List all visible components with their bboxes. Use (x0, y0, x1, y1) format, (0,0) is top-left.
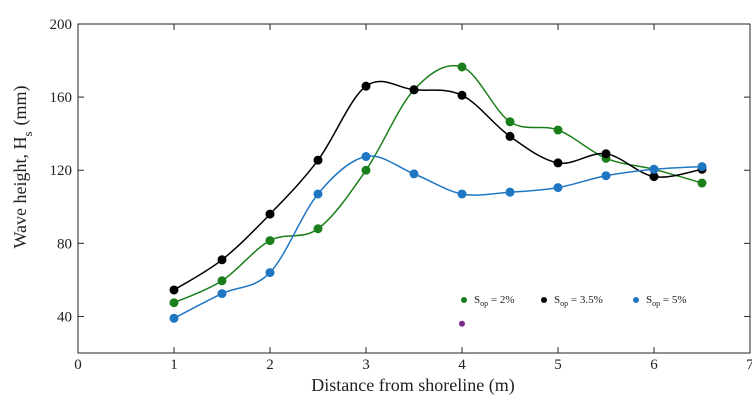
data-point (217, 289, 227, 299)
series-line (173, 155, 703, 319)
legend-marker (461, 297, 467, 303)
legend-entry: Sop = 2% (461, 294, 515, 308)
series-line (173, 64, 703, 304)
x-tick-label: 4 (458, 357, 466, 373)
data-point (457, 189, 467, 199)
data-point (265, 236, 275, 246)
data-point (505, 117, 515, 127)
data-point (313, 155, 323, 165)
legend-label: Sop = 5% (646, 294, 687, 308)
data-point (169, 313, 179, 323)
x-tick-label: 7 (746, 357, 752, 373)
y-axis-title-sub: s (20, 131, 35, 136)
data-point (601, 149, 611, 159)
data-point (553, 183, 563, 193)
plot-frame (77, 23, 751, 354)
legend-label: Sop = 2% (474, 294, 515, 308)
data-point (169, 298, 179, 308)
data-point (505, 131, 515, 141)
legend-entry: Sop = 5% (633, 294, 687, 308)
axes: 0 1 2 3 4 5 6 7 40 80 120 160 200 (50, 17, 752, 373)
data-point (649, 164, 659, 174)
y-tick-label: 40 (57, 309, 72, 325)
data-point (169, 285, 179, 295)
x-axis-title: Distance from shoreline (m) (311, 375, 514, 396)
data-point (409, 85, 419, 95)
y-axis-title-unit: (mm) (10, 85, 31, 125)
y-axis-title: Wave height, Hs (mm) (10, 85, 35, 248)
data-point (601, 171, 611, 181)
data-point (457, 90, 467, 100)
data-point (313, 189, 323, 199)
data-point (313, 224, 323, 234)
legend-marker (541, 297, 547, 303)
x-tick-label: 0 (74, 357, 82, 373)
x-tick-label: 2 (266, 357, 274, 373)
data-point (457, 62, 467, 72)
series-2 (169, 80, 707, 295)
series-group (169, 62, 707, 327)
y-tick-label: 120 (50, 163, 73, 179)
data-point (697, 178, 707, 188)
data-point (553, 158, 563, 168)
series-3 (169, 152, 707, 323)
y-axis-title-main: Wave height, H (10, 137, 30, 249)
data-point (361, 152, 371, 162)
data-point (553, 125, 563, 135)
data-point (361, 165, 371, 175)
data-point (409, 169, 419, 179)
extra-point (459, 320, 465, 327)
legend-label: Sop = 3.5% (554, 294, 603, 308)
x-tick-label: 5 (554, 357, 562, 373)
y-tick-label: 80 (57, 236, 72, 252)
data-point (361, 81, 371, 91)
data-point (697, 162, 707, 172)
data-point (217, 255, 227, 265)
data-point (649, 172, 659, 182)
data-point (505, 187, 515, 197)
data-point (265, 268, 275, 278)
legend: Sop = 2% Sop = 3.5% Sop = 5% (461, 294, 687, 308)
data-point (217, 276, 227, 286)
legend-marker (633, 297, 639, 303)
data-point (265, 209, 275, 219)
x-tick-label: 3 (362, 357, 370, 373)
y-tick-label: 160 (50, 90, 73, 106)
x-tick-label: 1 (170, 357, 178, 373)
x-tick-label: 6 (650, 357, 658, 373)
svg-text:Wave height, Hs(mm): Wave height, Hs (mm) (10, 85, 35, 248)
legend-entry: Sop = 3.5% (541, 294, 603, 308)
y-tick-label: 200 (50, 17, 73, 33)
